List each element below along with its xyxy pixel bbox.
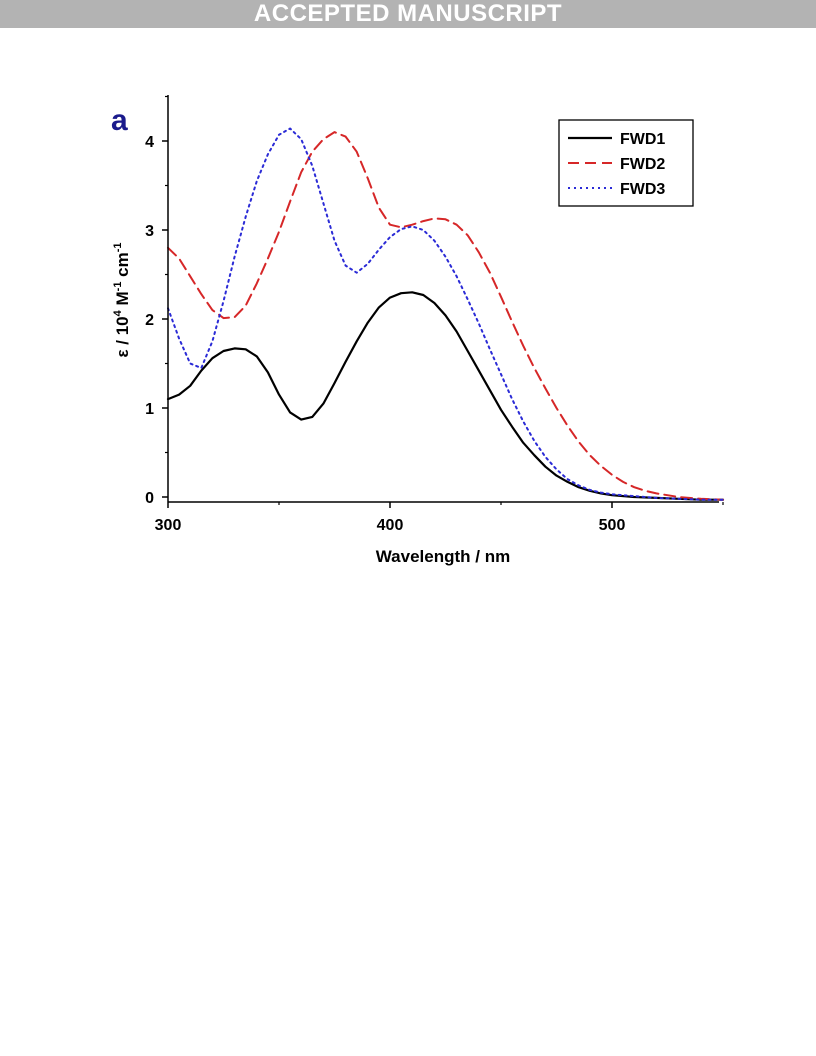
y-axis-title-exp2: -1	[112, 282, 124, 292]
axes	[167, 95, 719, 503]
legend: FWD1 FWD2 FWD3	[558, 119, 694, 207]
legend-label-fwd3: FWD3	[620, 181, 665, 198]
y-axis-title-base: ε / 10	[113, 316, 132, 357]
x-ticks: 300 400 500	[155, 502, 724, 534]
y-axis-title-exp1: 4	[112, 309, 124, 316]
legend-label-fwd2: FWD2	[620, 156, 665, 173]
plot-area	[166, 127, 725, 501]
x-axis-title: Wavelength / nm	[376, 547, 510, 566]
accepted-manuscript-banner: ACCEPTED MANUSCRIPT	[0, 0, 816, 28]
y-axis-title-end: cm	[113, 252, 132, 281]
series-line-fwd3	[167, 127, 724, 501]
y-axis-title: ε / 104 M-1 cm-1	[112, 242, 132, 357]
legend-label-fwd1: FWD1	[620, 131, 665, 148]
legend-box	[558, 119, 694, 207]
y-tick-label-4: 4	[145, 134, 154, 151]
y-tick-label-2: 2	[145, 312, 154, 329]
chart: a 300 400 500 0 1 2 3 4 Wavelength / nm ε / 10…	[111, 95, 725, 566]
y-tick-label-3: 3	[145, 223, 154, 240]
x-tick-label-300: 300	[155, 517, 182, 534]
y-ticks: 0 1 2 3 4	[145, 95, 168, 507]
panel-letter: a	[111, 104, 128, 137]
y-axis-title-mid: M	[113, 291, 132, 310]
y-tick-label-1: 1	[145, 401, 154, 418]
y-tick-label-0: 0	[145, 490, 154, 507]
series-line-fwd1	[166, 291, 725, 501]
x-tick-label-400: 400	[377, 517, 404, 534]
y-axis-title-exp3: -1	[112, 242, 124, 252]
x-tick-label-500: 500	[599, 517, 626, 534]
series-line-fwd2	[167, 131, 724, 501]
